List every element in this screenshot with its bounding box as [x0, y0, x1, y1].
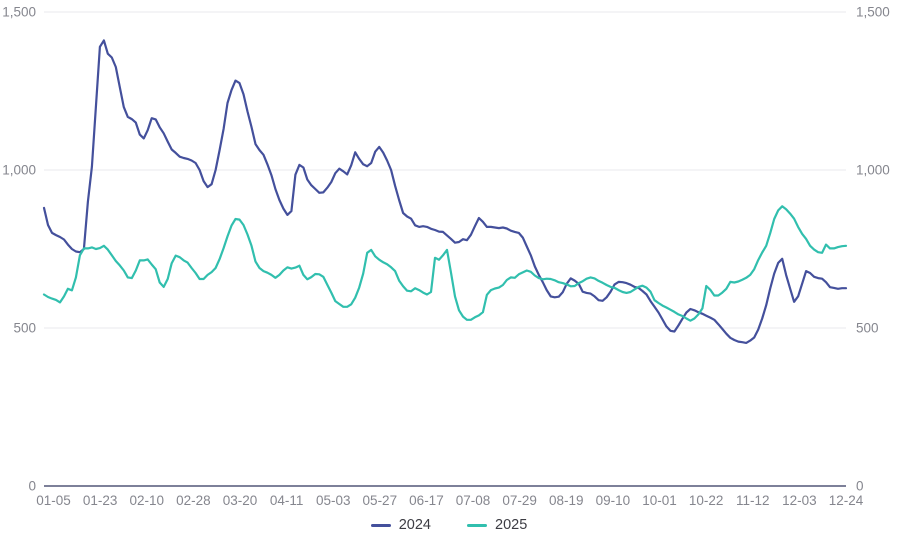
legend-swatch-2025 [467, 523, 487, 527]
legend-item-2025[interactable]: 2025 [467, 517, 527, 533]
x-tick-label-02-28: 02-28 [176, 493, 211, 508]
chart-legend: 2024 2025 [0, 513, 898, 537]
x-tick-label-11-12: 11-12 [736, 493, 770, 508]
legend-label-2024: 2024 [398, 517, 431, 533]
y-tick-label-left-1500: 1,500 [2, 5, 36, 20]
x-tick-label-05-03: 05-03 [316, 493, 351, 508]
y-tick-label-left-500: 500 [13, 321, 36, 336]
x-tick-label-03-20: 03-20 [223, 493, 258, 508]
x-tick-label-09-10: 09-10 [596, 493, 631, 508]
legend-item-2024[interactable]: 2024 [370, 517, 431, 533]
x-tick-label-10-01: 10-01 [642, 493, 677, 508]
y-tick-label-left-0: 0 [28, 479, 36, 494]
legend-swatch-2024 [370, 523, 391, 527]
x-tick-label-07-29: 07-29 [502, 493, 537, 508]
x-tick-label-02-10: 02-10 [129, 493, 164, 508]
x-tick-label-06-17: 06-17 [409, 493, 444, 508]
x-tick-label-01-05: 01-05 [36, 493, 71, 508]
x-tick-label-10-22: 10-22 [689, 493, 724, 508]
series-line-2025 [42, 205, 848, 322]
y-tick-label-right-1500: 1,500 [856, 5, 890, 20]
x-tick-label-08-19: 08-19 [549, 493, 584, 508]
x-tick-label-07-08: 07-08 [456, 493, 491, 508]
y-tick-label-right-1000: 1,000 [856, 163, 890, 178]
y-tick-label-right-500: 500 [856, 321, 879, 336]
x-tick-label-12-24: 12-24 [829, 493, 864, 508]
x-tick-label-04-11: 04-11 [270, 493, 304, 508]
legend-label-2025: 2025 [495, 517, 528, 533]
y-tick-label-left-1000: 1,000 [2, 163, 36, 178]
x-tick-label-12-03: 12-03 [782, 493, 817, 508]
x-tick-label-01-23: 01-23 [83, 493, 118, 508]
x-tick-label-05-27: 05-27 [363, 493, 398, 508]
chart-canvas: 0 0 500 500 1,000 1,000 1,500 1,500 01-05 01-23 02… [2, 5, 890, 509]
series-line-2024 [42, 39, 848, 344]
y-tick-label-right-0: 0 [856, 479, 864, 494]
